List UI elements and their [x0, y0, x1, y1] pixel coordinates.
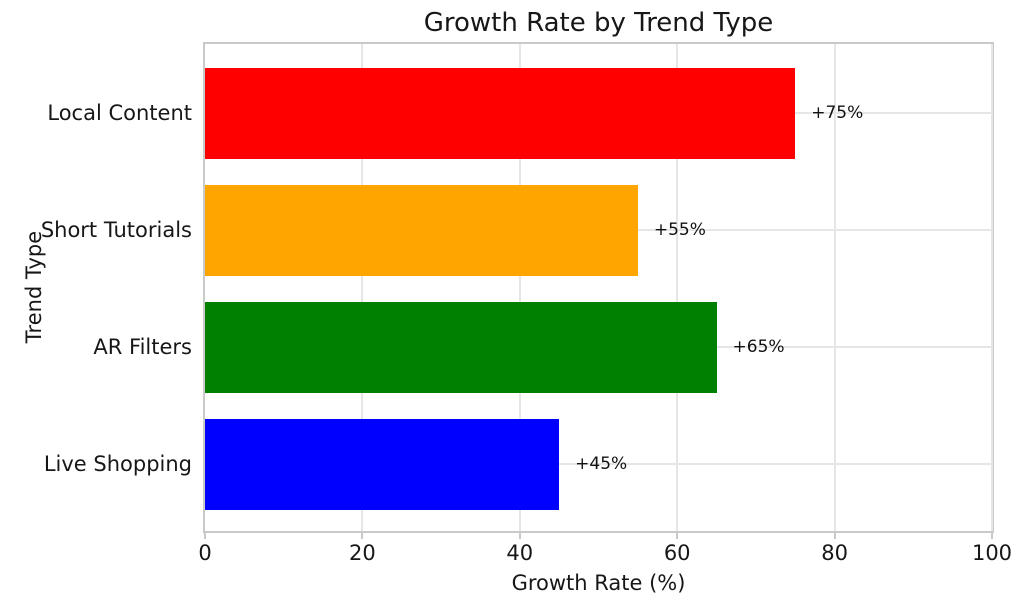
x-tick-label: 60	[663, 541, 691, 565]
bar-ar-filters	[205, 301, 717, 393]
bar-local-content	[205, 67, 796, 159]
bar-short-tutorials	[205, 184, 638, 276]
bar-value-label: +65%	[732, 337, 785, 357]
gridline-vertical	[676, 44, 679, 531]
chart-title: Growth Rate by Trend Type	[423, 8, 774, 38]
x-tick-label: 20	[349, 541, 376, 565]
x-tick-mark	[833, 533, 836, 539]
gridline-vertical	[361, 44, 364, 531]
x-axis-label: Growth Rate (%)	[511, 571, 686, 595]
gridline-vertical	[518, 44, 521, 531]
x-tick-label: 80	[821, 541, 848, 565]
y-tick-label-short-tutorials: Short Tutorials	[40, 218, 192, 242]
bar-value-label: +45%	[575, 454, 628, 474]
x-tick-mark	[676, 533, 679, 539]
bar-value-label: +75%	[811, 103, 864, 123]
x-tick-mark	[518, 533, 521, 539]
gridline-vertical	[991, 44, 993, 531]
x-tick-mark	[204, 533, 206, 539]
bar-value-label: +55%	[653, 220, 706, 240]
y-tick-label-local-content: Local Content	[47, 101, 192, 125]
plot-area: +75% +55% +65% +45%	[205, 44, 993, 531]
x-tick-label: 0	[198, 541, 212, 565]
x-tick-label: 100	[971, 541, 1013, 565]
x-tick-mark	[361, 533, 364, 539]
y-tick-label-live-shopping: Live Shopping	[43, 452, 192, 476]
bar-live-shopping	[205, 418, 560, 510]
y-tick-label-ar-filters: AR Filters	[93, 335, 192, 359]
x-tick-mark	[991, 533, 993, 539]
gridline-horizontal	[205, 463, 992, 465]
gridline-vertical	[833, 44, 836, 531]
y-axis-label: Trend Type	[22, 230, 46, 344]
x-tick-label: 40	[506, 541, 534, 565]
